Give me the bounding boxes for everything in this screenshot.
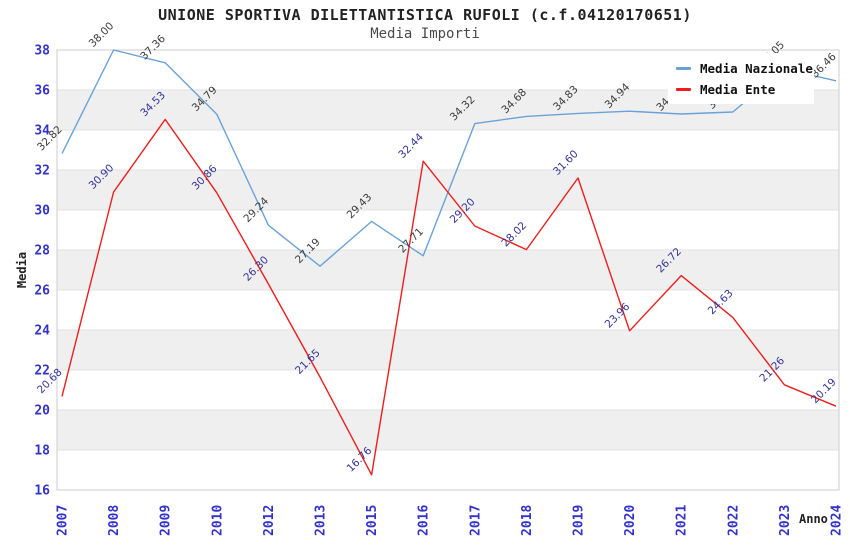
y-tick-label: 36 — [34, 84, 50, 99]
x-tick-label: 2009 — [159, 505, 174, 536]
x-tick-label: 2007 — [56, 505, 71, 536]
legend-label-media-nazionale: Media Nazionale — [700, 61, 813, 76]
series-line-media-ente[interactable] — [61, 118, 837, 476]
data-label: 38.00 — [87, 20, 117, 50]
grid-band — [57, 250, 839, 290]
x-tick-label: 2008 — [107, 505, 122, 536]
x-tick-label: 2022 — [726, 505, 741, 536]
x-tick-label: 2019 — [572, 505, 587, 536]
legend-swatch-media-nazionale — [676, 67, 691, 70]
chart-title: UNIONE SPORTIVA DILETTANTISTICA RUFOLI (… — [158, 6, 692, 24]
x-tick-label: 2020 — [623, 505, 638, 536]
y-tick-label: 24 — [34, 324, 50, 339]
legend-swatch-media-ente — [676, 88, 691, 91]
chart-subtitle: Media Importi — [370, 26, 480, 42]
x-tick-label: 2021 — [675, 505, 690, 536]
grid-band — [57, 170, 839, 210]
legend: Media Nazionale Media Ente — [668, 53, 814, 104]
series-line-media-nazionale[interactable] — [61, 49, 837, 267]
y-tick-label: 16 — [34, 484, 50, 499]
x-tick-label: 2024 — [830, 505, 845, 536]
y-tick-label: 34 — [34, 124, 50, 139]
data-label: 28.02 — [499, 220, 529, 250]
legend-label-media-ente: Media Ente — [700, 82, 776, 97]
data-label: 24.63 — [706, 287, 736, 317]
plot-border — [56, 49, 840, 491]
x-tick-label: 2017 — [468, 505, 483, 536]
x-tick-label: 2010 — [210, 505, 225, 536]
x-tick-label: 2012 — [262, 505, 277, 536]
y-tick-label: 26 — [34, 284, 50, 299]
y-tick-label: 18 — [34, 444, 50, 459]
y-tick-label: 22 — [34, 364, 50, 379]
grid-band — [57, 330, 839, 370]
legend-item-media-nazionale[interactable]: Media Nazionale — [676, 58, 814, 79]
y-tick-label: 32 — [34, 164, 50, 179]
grid-band — [57, 410, 839, 450]
y-tick-label: 28 — [34, 244, 50, 259]
legend-item-media-ente[interactable]: Media Ente — [676, 79, 814, 100]
x-tick-label: 2013 — [314, 505, 329, 536]
y-tick-label: 38 — [34, 44, 50, 59]
data-label: 37.36 — [138, 33, 168, 63]
data-label: 32.44 — [396, 131, 426, 161]
x-axis-title: Anno — [799, 512, 828, 526]
x-tick-label: 2018 — [520, 505, 535, 536]
x-tick-label: 2023 — [778, 505, 793, 536]
x-tick-label: 2015 — [365, 505, 380, 536]
y-tick-label: 30 — [34, 204, 50, 219]
x-tick-label: 2016 — [417, 505, 432, 536]
y-tick-label: 20 — [34, 404, 50, 419]
